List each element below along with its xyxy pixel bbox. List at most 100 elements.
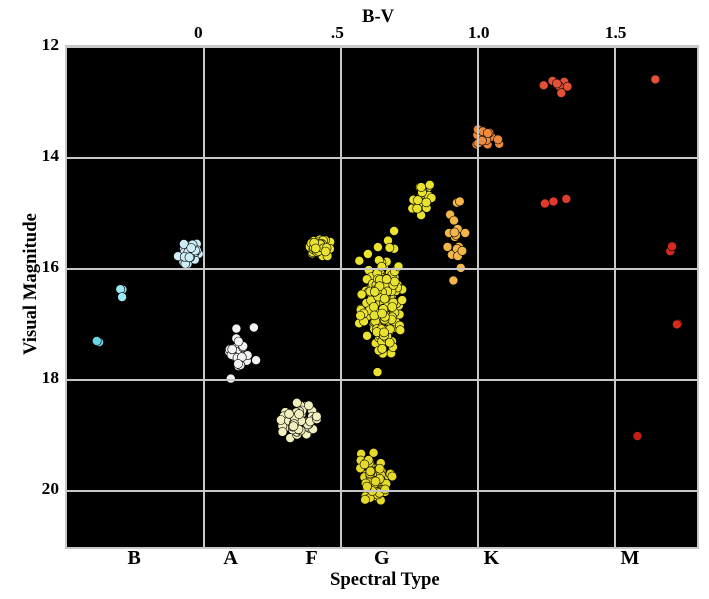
star-point bbox=[461, 229, 470, 238]
star-point bbox=[382, 275, 391, 284]
star-point bbox=[557, 89, 566, 98]
xtick-top-label: .5 bbox=[331, 23, 344, 43]
star-point bbox=[388, 472, 397, 481]
star-point bbox=[398, 296, 407, 305]
star-point bbox=[357, 290, 366, 299]
star-point bbox=[228, 345, 237, 354]
star-point bbox=[385, 338, 394, 347]
axis-left-label: Visual Magnitude bbox=[20, 213, 42, 355]
star-point bbox=[361, 495, 370, 504]
star-point bbox=[356, 311, 365, 320]
xtick-top-label: 0 bbox=[194, 23, 203, 43]
star-point bbox=[413, 196, 422, 205]
star-point bbox=[187, 243, 196, 252]
star-point bbox=[360, 460, 369, 469]
xtick-bottom-label: K bbox=[484, 547, 500, 570]
star-point bbox=[450, 228, 459, 237]
star-point bbox=[494, 135, 503, 144]
plot-area bbox=[65, 45, 699, 549]
gridline-h bbox=[67, 157, 697, 159]
axis-top-label: B-V bbox=[362, 6, 394, 28]
chart-container: B-V Visual Magnitude Spectral Type 12 14 1… bbox=[0, 0, 709, 599]
ytick-label: 18 bbox=[42, 368, 59, 388]
star-point bbox=[289, 422, 298, 431]
ytick-label: 20 bbox=[42, 479, 59, 499]
star-point bbox=[425, 180, 434, 189]
star-point bbox=[375, 464, 384, 473]
xtick-bottom-label: A bbox=[223, 547, 237, 570]
star-point bbox=[304, 401, 313, 410]
gridline-v bbox=[477, 47, 479, 547]
star-point bbox=[321, 247, 330, 256]
gridline-h bbox=[67, 490, 697, 492]
star-point bbox=[539, 81, 548, 90]
star-point bbox=[363, 331, 372, 340]
star-point bbox=[116, 285, 125, 294]
xtick-bottom-label: G bbox=[374, 547, 390, 570]
xtick-top-label: 1.5 bbox=[605, 23, 627, 43]
star-point bbox=[450, 216, 459, 225]
star-point bbox=[672, 320, 681, 329]
star-point bbox=[370, 287, 379, 296]
star-point bbox=[562, 194, 571, 203]
star-point bbox=[355, 256, 364, 265]
star-point bbox=[373, 243, 382, 252]
star-point bbox=[396, 326, 405, 335]
star-point bbox=[118, 293, 127, 302]
star-point bbox=[390, 227, 399, 236]
star-point bbox=[295, 410, 304, 419]
star-point bbox=[422, 198, 431, 207]
star-point bbox=[385, 243, 394, 252]
star-point bbox=[292, 398, 301, 407]
star-point bbox=[234, 337, 243, 346]
star-point bbox=[417, 183, 426, 192]
star-point bbox=[363, 250, 372, 259]
ytick-label: 12 bbox=[42, 35, 59, 55]
star-point bbox=[276, 416, 285, 425]
star-point bbox=[668, 242, 677, 251]
xtick-bottom-label: F bbox=[306, 547, 318, 570]
gridline-h bbox=[67, 46, 697, 48]
star-point bbox=[378, 309, 387, 318]
star-point bbox=[633, 432, 642, 441]
star-point bbox=[252, 356, 261, 365]
star-point bbox=[380, 328, 389, 337]
xtick-bottom-label: M bbox=[621, 547, 640, 570]
gridline-v bbox=[203, 47, 205, 547]
star-point bbox=[369, 302, 378, 311]
star-point bbox=[371, 477, 380, 486]
star-point bbox=[92, 337, 101, 346]
star-point bbox=[483, 129, 492, 138]
star-point bbox=[378, 344, 387, 353]
star-point bbox=[651, 75, 660, 84]
star-point bbox=[390, 277, 399, 286]
scatter-points-icon bbox=[67, 47, 697, 547]
xtick-bottom-label: B bbox=[127, 547, 140, 570]
star-point bbox=[232, 324, 241, 333]
star-point bbox=[449, 276, 458, 285]
xtick-top-label: 1.0 bbox=[468, 23, 490, 43]
gridline-h bbox=[67, 379, 697, 381]
star-point bbox=[381, 485, 390, 494]
star-point bbox=[373, 368, 382, 377]
gridline-h bbox=[67, 268, 697, 270]
ytick-label: 14 bbox=[42, 146, 59, 166]
star-point bbox=[455, 197, 464, 206]
star-point bbox=[249, 323, 258, 332]
star-point bbox=[443, 242, 452, 251]
star-point bbox=[458, 246, 467, 255]
star-point bbox=[285, 409, 294, 418]
ytick-label: 16 bbox=[42, 257, 59, 277]
star-point bbox=[311, 244, 320, 253]
star-point bbox=[540, 199, 549, 208]
star-point bbox=[278, 427, 287, 436]
star-point bbox=[380, 294, 389, 303]
gridline-v bbox=[614, 47, 616, 547]
star-point bbox=[234, 359, 243, 368]
axis-bottom-label: Spectral Type bbox=[330, 569, 440, 591]
star-point bbox=[312, 412, 321, 421]
star-point bbox=[413, 204, 422, 213]
star-point bbox=[549, 197, 558, 206]
star-point bbox=[388, 303, 397, 312]
gridline-v bbox=[340, 47, 342, 547]
